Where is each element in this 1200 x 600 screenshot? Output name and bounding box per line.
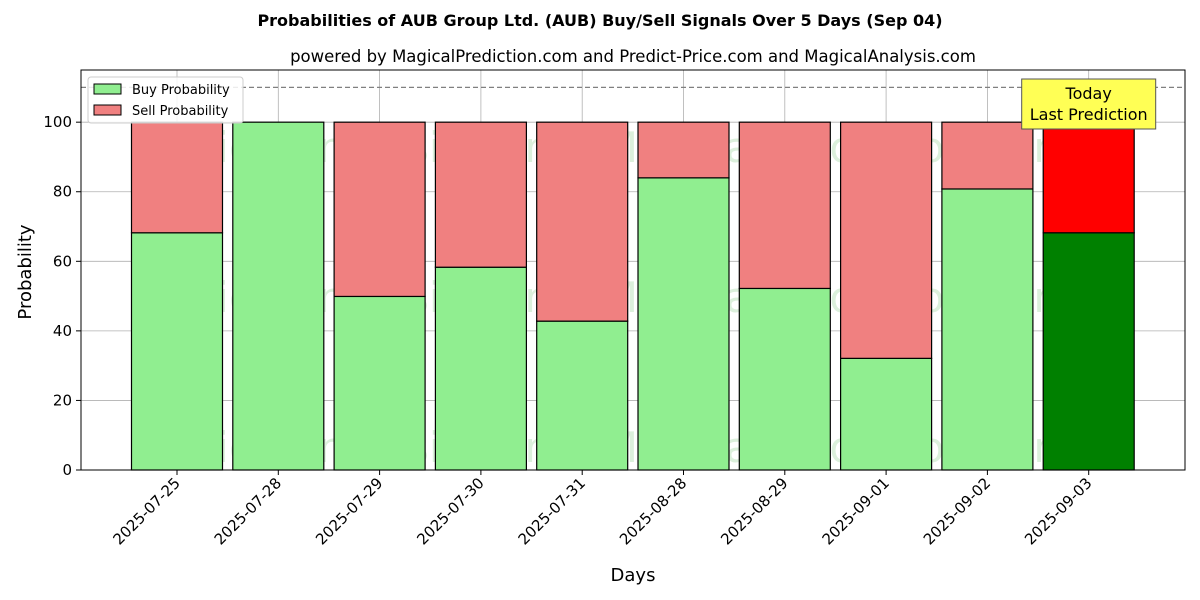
bar-sell: [738, 121, 831, 290]
legend: Buy Probability Sell Probability: [87, 76, 244, 124]
legend-swatch: [93, 83, 122, 95]
annotation-text: Today: [1065, 84, 1112, 103]
y-tick-label: 0: [62, 461, 72, 479]
bar-sell: [434, 121, 527, 268]
chart-title: Probabilities of AUB Group Ltd. (AUB) Bu…: [257, 11, 942, 30]
legend-label: Buy Probability: [132, 83, 230, 98]
x-axis-label: Days: [611, 565, 656, 586]
bar-sell: [130, 121, 224, 234]
x-tick-label: 2025-07-29: [312, 474, 386, 548]
x-tick-label: 2025-09-01: [819, 474, 893, 548]
y-tick-label: 40: [53, 322, 72, 340]
bar-buy: [130, 232, 224, 471]
bar-buy: [536, 320, 629, 471]
x-tick-label: 2025-09-02: [920, 474, 994, 548]
bar-buy: [637, 177, 730, 471]
y-tick-label: 60: [53, 252, 72, 270]
annotation-box: [1021, 78, 1157, 130]
bar-buy: [232, 121, 325, 471]
bar-buy: [738, 287, 831, 471]
chart-subtitle: powered by MagicalPrediction.com and Pre…: [290, 47, 976, 66]
y-axis: 0 20 40 60 80 100: [43, 113, 81, 479]
bar-sell: [839, 121, 933, 359]
bar-sell: [637, 121, 730, 179]
legend-label: Sell Probability: [132, 104, 229, 119]
y-tick-label: 20: [53, 391, 72, 409]
x-tick-label: 2025-07-31: [515, 474, 589, 548]
x-tick-label: 2025-09-03: [1021, 474, 1095, 548]
y-tick-label: 100: [43, 113, 72, 131]
x-tick-label: 2025-08-28: [616, 474, 690, 548]
y-tick-label: 80: [53, 183, 72, 201]
bar-buy: [333, 295, 426, 471]
plot-frame: [80, 69, 1186, 471]
bar-buy: [1042, 232, 1135, 471]
x-axis: 2025-07-25 2025-07-28 2025-07-29 2025-07-30…: [109, 470, 1096, 548]
x-tick-label: 2025-07-28: [211, 474, 285, 548]
bar-sell: [536, 121, 629, 322]
x-tick-label: 2025-08-29: [717, 474, 791, 548]
bar-sell: [333, 121, 426, 298]
bars: [130, 121, 1135, 471]
legend-swatch: [93, 104, 122, 116]
y-axis-label: Probability: [15, 224, 36, 319]
x-tick-label: 2025-07-25: [109, 474, 183, 548]
x-tick-label: 2025-07-30: [413, 474, 487, 548]
bar-buy: [839, 357, 933, 471]
today-annotation: Today Last Prediction: [1021, 78, 1157, 130]
annotation-text: Last Prediction: [1030, 105, 1148, 124]
bar-sell: [1042, 121, 1135, 234]
bar-buy: [941, 188, 1034, 471]
legend-box: [87, 76, 244, 124]
bar-buy: [434, 266, 527, 471]
bar-sell: [941, 121, 1034, 190]
